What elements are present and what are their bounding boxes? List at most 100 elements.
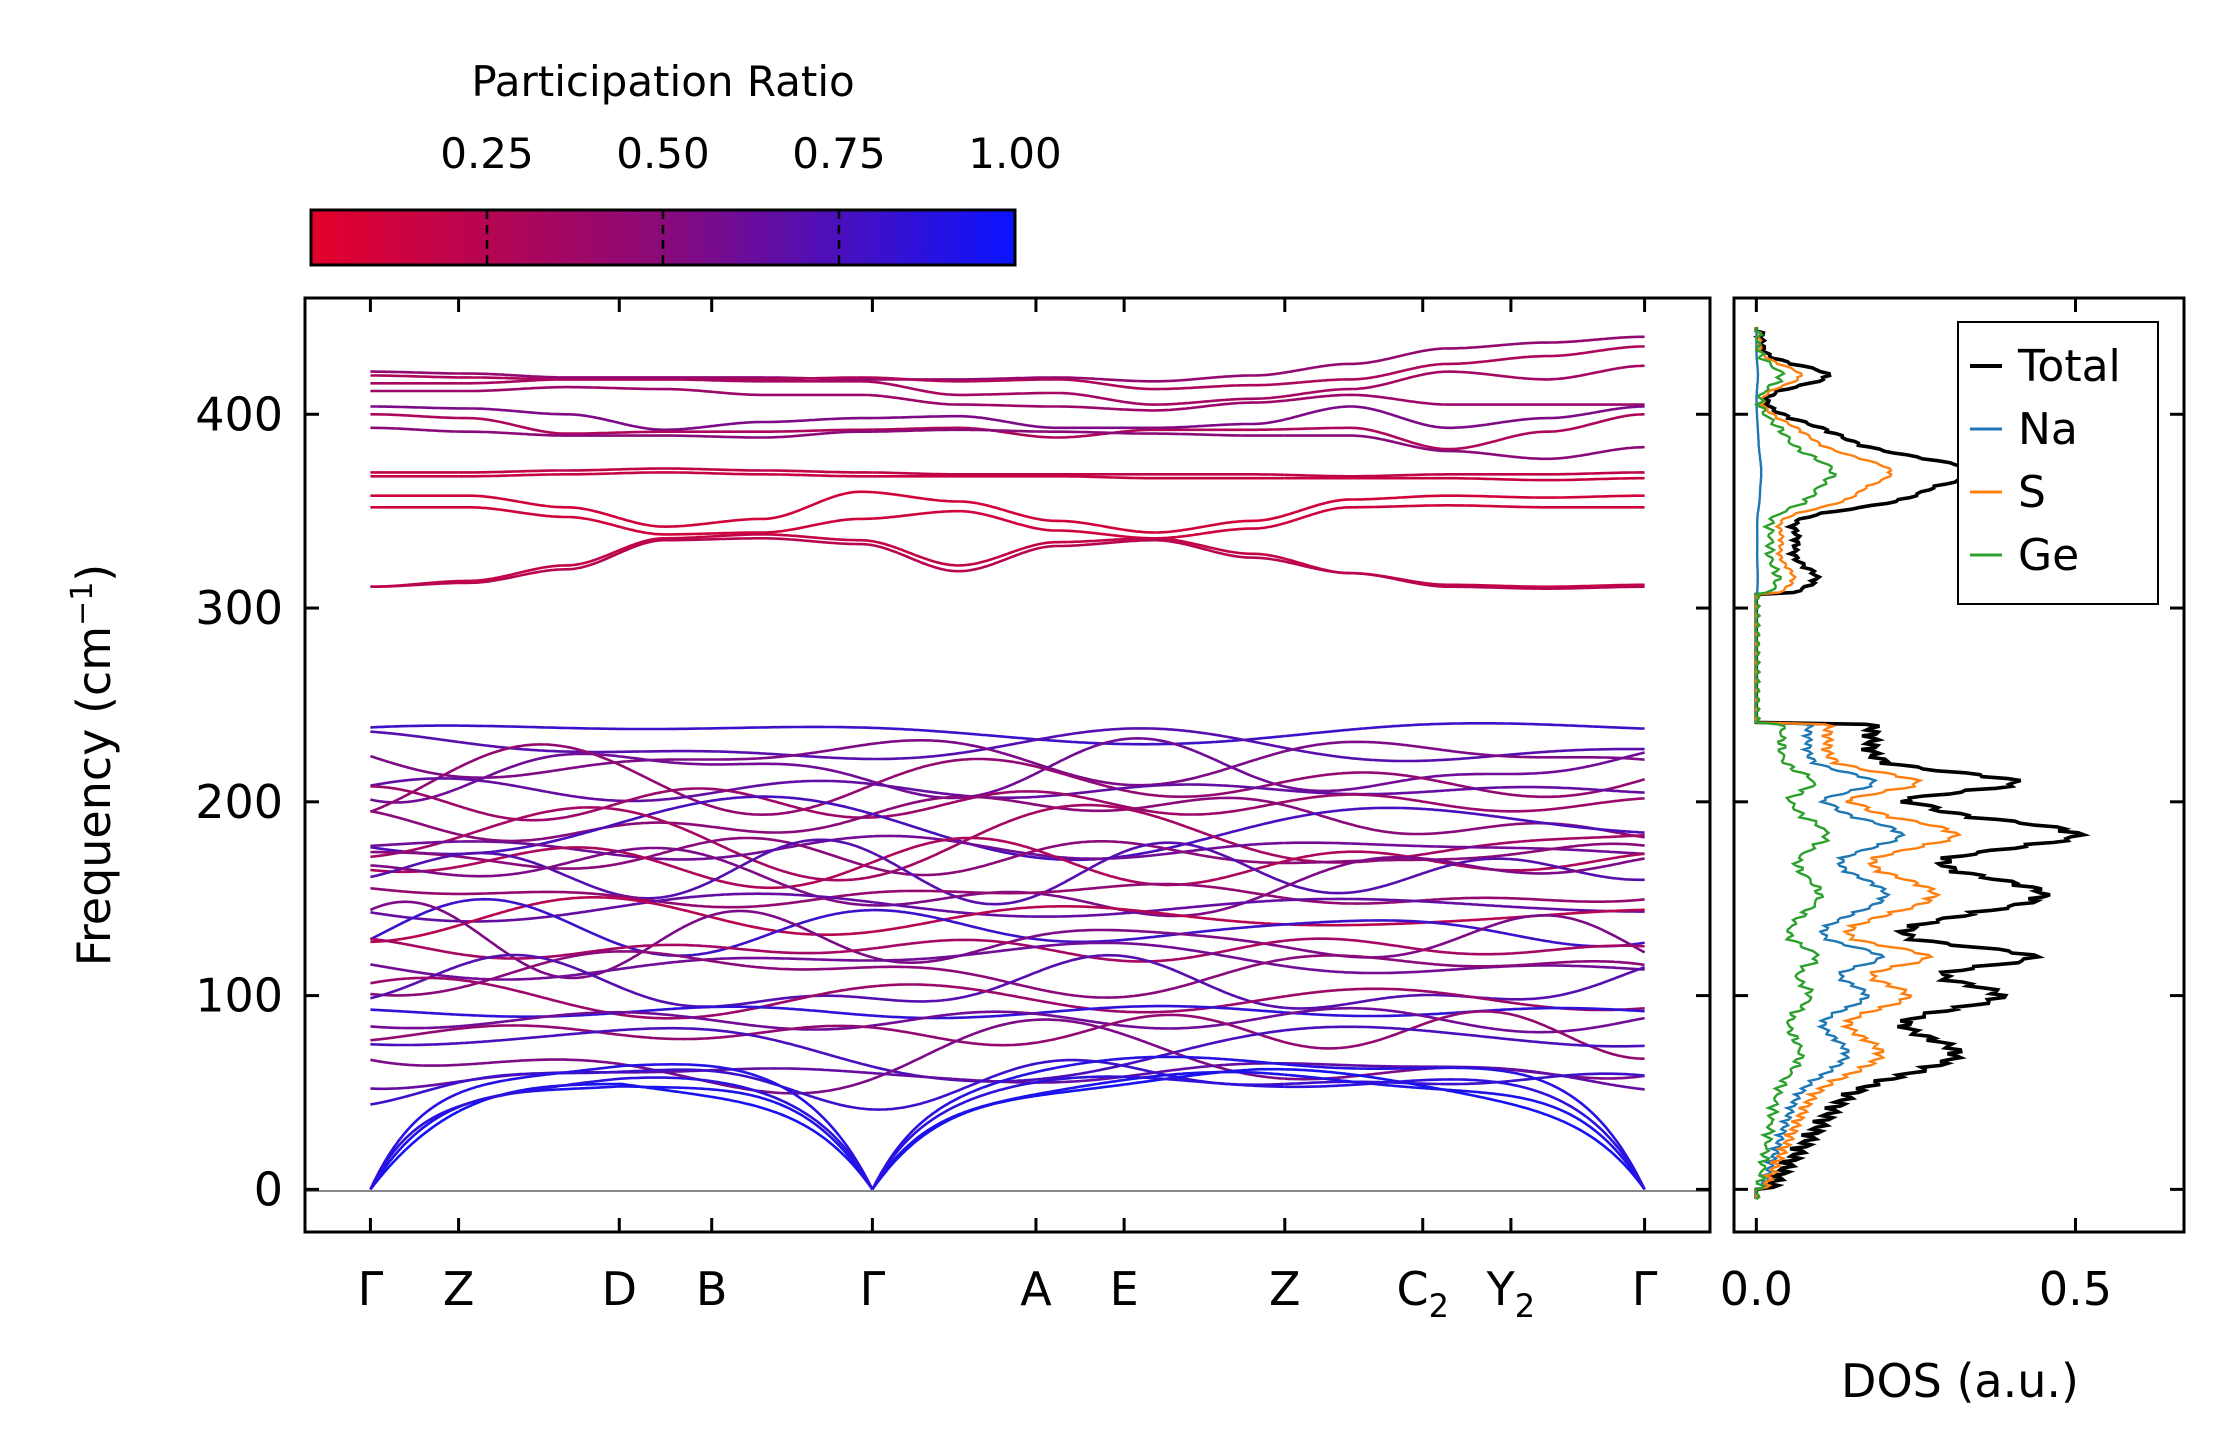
legend-label: Total bbox=[2017, 341, 2121, 392]
optical-band-line bbox=[1284, 965, 1646, 1010]
kpoint-label: A bbox=[1020, 1262, 1052, 1316]
optical-band-line bbox=[458, 890, 873, 909]
optical-band-line bbox=[1284, 1025, 1645, 1048]
dos-panel: 0.0 0.5 DOS (a.u.) Total Na S Ge bbox=[1720, 296, 2186, 1408]
optical-band-line bbox=[370, 426, 459, 433]
optical-band-line bbox=[458, 416, 873, 435]
optical-band-line bbox=[871, 1018, 1285, 1081]
optical-band-line bbox=[1284, 721, 1645, 738]
legend-label: Na bbox=[2018, 404, 2078, 455]
acoustic-band-line bbox=[457, 1082, 874, 1191]
optical-band-line bbox=[872, 376, 1285, 391]
optical-band-line bbox=[1284, 1010, 1645, 1060]
optical-band-line bbox=[370, 1042, 459, 1047]
y-tick-label: 100 bbox=[195, 969, 283, 1023]
optical-band-line bbox=[458, 407, 873, 432]
optical-band-line bbox=[458, 978, 873, 1020]
optical-band-line bbox=[1284, 771, 1645, 799]
optical-band-line bbox=[458, 533, 873, 583]
optical-band-line bbox=[1284, 850, 1645, 872]
optical-band-line bbox=[872, 536, 1286, 567]
optical-band-line bbox=[458, 1068, 873, 1111]
optical-band-line bbox=[458, 536, 873, 585]
optical-band-line bbox=[458, 846, 873, 907]
optical-band-line bbox=[458, 806, 873, 882]
y-axis-label: Frequency (cm−1) bbox=[65, 564, 121, 967]
dos-x-axis-label: DOS (a.u.) bbox=[1841, 1354, 2079, 1408]
optical-band-line bbox=[871, 757, 1286, 799]
optical-band-line bbox=[370, 730, 459, 744]
optical-band-line bbox=[370, 864, 459, 877]
dos-series-na bbox=[1755, 327, 1907, 1200]
optical-band-line bbox=[872, 1062, 1285, 1084]
optical-band-line bbox=[370, 976, 459, 985]
optical-band-line bbox=[872, 882, 1286, 900]
dos-x-tick-label: 0.0 bbox=[1720, 1262, 1793, 1316]
optical-band-line bbox=[872, 490, 1286, 534]
optical-band-line bbox=[872, 898, 1285, 918]
optical-band-line bbox=[458, 892, 873, 923]
kpoint-label: Y2 bbox=[1486, 1262, 1535, 1325]
optical-band-line bbox=[458, 777, 873, 803]
optical-band-line bbox=[369, 900, 460, 921]
y-tick-label: 0 bbox=[254, 1162, 283, 1216]
optical-band-line bbox=[370, 853, 459, 879]
colorbar-title: Participation Ratio bbox=[471, 57, 854, 106]
y-axis-label-close: ) bbox=[67, 564, 121, 582]
optical-band-line bbox=[458, 742, 873, 780]
optical-band-line bbox=[872, 812, 1286, 862]
optical-band-line bbox=[370, 850, 459, 858]
optical-band-line bbox=[369, 900, 459, 941]
acoustic-band-line bbox=[369, 1092, 460, 1190]
y-axis-label-text: Frequency (cm bbox=[67, 626, 121, 966]
optical-band-line bbox=[1284, 937, 1645, 956]
optical-band-line bbox=[458, 430, 873, 439]
optical-band-line bbox=[1284, 855, 1645, 888]
optical-band-line bbox=[872, 795, 1286, 816]
optical-band-line bbox=[872, 885, 1286, 918]
kpoint-label: Γ bbox=[1632, 1262, 1658, 1316]
colorbar-tick-label: 1.00 bbox=[968, 129, 1062, 178]
optical-band-line bbox=[872, 414, 1286, 430]
optical-band-line bbox=[370, 412, 459, 420]
acoustic-band-line bbox=[1284, 1073, 1646, 1191]
optical-band-line bbox=[872, 394, 1285, 412]
kpoint-label: C2 bbox=[1397, 1262, 1449, 1325]
y-tick-label: 400 bbox=[195, 387, 283, 441]
optical-band-line bbox=[1284, 405, 1645, 430]
y-axis-ticks: 0 100 200 300 400 bbox=[195, 387, 1710, 1216]
acoustic-band-line bbox=[871, 1055, 1285, 1190]
optical-band-line bbox=[1284, 494, 1645, 517]
optical-band-line bbox=[370, 963, 459, 979]
dispersion-frame bbox=[303, 296, 1712, 1234]
optical-band-line bbox=[458, 1010, 873, 1031]
acoustic-band-line bbox=[369, 1105, 460, 1191]
dispersion-panel: 0 100 200 300 400 Γ Z D B Γ A E Z C2 Y2 Γ Frequency (c… bbox=[65, 296, 1712, 1325]
kpoint-label: Z bbox=[443, 1262, 475, 1316]
optical-band-line bbox=[872, 738, 1286, 787]
optical-band-line bbox=[872, 509, 1286, 540]
optical-band-line bbox=[1284, 987, 1645, 1012]
optical-band-line bbox=[871, 836, 1286, 887]
optical-band-line bbox=[1284, 806, 1645, 834]
optical-band-line bbox=[1284, 954, 1645, 968]
acoustic-band-line bbox=[1284, 1068, 1646, 1191]
optical-band-line bbox=[370, 1025, 459, 1030]
band-lines bbox=[369, 335, 1646, 1191]
optical-band-line bbox=[1284, 740, 1645, 761]
optical-band-line bbox=[458, 836, 873, 870]
optical-band-line bbox=[1284, 1006, 1645, 1034]
optical-band-line bbox=[1284, 751, 1645, 793]
optical-band-line bbox=[458, 787, 873, 822]
optical-band-line bbox=[458, 1026, 873, 1068]
optical-band-line bbox=[872, 736, 1286, 800]
optical-band-line bbox=[458, 505, 873, 536]
kpoint-label: D bbox=[602, 1262, 637, 1316]
optical-band-line bbox=[872, 471, 1285, 477]
dos-series-ge bbox=[1753, 326, 1838, 1201]
legend-label: S bbox=[2018, 467, 2046, 518]
optical-band-line bbox=[458, 490, 873, 529]
optical-band-line bbox=[872, 839, 1285, 877]
optical-band-line bbox=[872, 538, 1286, 573]
